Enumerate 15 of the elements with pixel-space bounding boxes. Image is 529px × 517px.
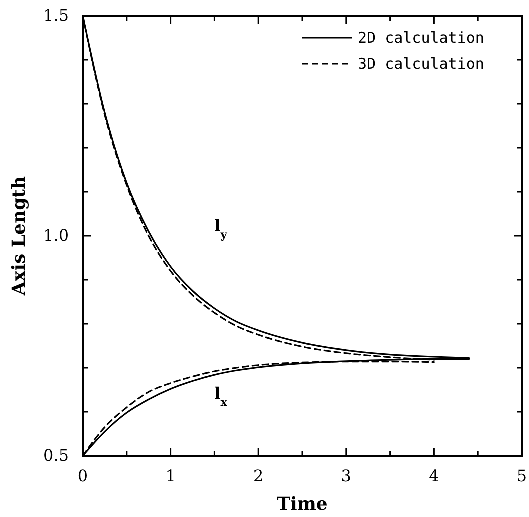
legend-label: 2D calculation [358, 29, 484, 47]
annotation: l$_{x}$ [214, 384, 228, 409]
annotation: l$_{y}$ [214, 216, 228, 242]
x-tick-label: 3 [341, 466, 352, 486]
x-tick-label: 0 [78, 466, 88, 486]
x-tick-label: 5 [516, 466, 528, 486]
x-axis-title: Time [277, 494, 328, 515]
y-tick-label: 1.0 [44, 226, 69, 246]
y-tick-label: 1.5 [44, 6, 69, 26]
x-tick-label: 2 [254, 466, 264, 486]
x-tick-label: 1 [166, 466, 176, 486]
x-tick-label: 4 [429, 466, 440, 486]
legend-label: 3D calculation [358, 55, 484, 73]
y-axis-title: Axis Length [9, 176, 30, 297]
y-tick-label: 0.5 [44, 446, 69, 466]
